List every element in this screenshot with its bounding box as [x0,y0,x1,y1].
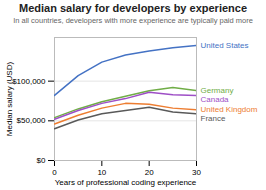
svg-text:$0: $0 [37,156,46,165]
html-text:In all countries, developers w: In all countries, developers with more e… [13,16,253,25]
svg-text:Germany: Germany [201,86,234,95]
svg-text:20: 20 [145,168,154,177]
svg-text:$100,000: $100,000 [12,77,46,86]
svg-text:Canada: Canada [201,95,230,104]
svg-text:$50,000: $50,000 [17,116,46,125]
html-text:Median salary for developers b: Median salary for developers by experien… [19,2,247,14]
svg-text:France: France [201,114,226,123]
svg-text:United States: United States [201,41,249,50]
svg-text:Years of professional coding e: Years of professional coding experience [55,178,197,187]
svg-text:10: 10 [97,168,106,177]
svg-text:United Kingdom: United Kingdom [201,105,258,114]
svg-text:0: 0 [52,168,57,177]
svg-text:Median salary (USD): Median salary (USD) [5,62,14,137]
svg-text:30: 30 [192,168,201,177]
